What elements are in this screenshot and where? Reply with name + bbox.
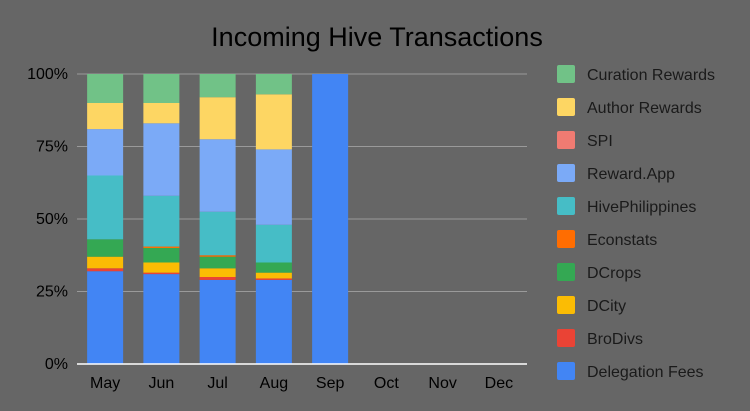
bar-segment [143, 274, 180, 364]
legend-swatch [557, 230, 575, 248]
legend-swatch [557, 329, 575, 347]
legend-swatch [557, 131, 575, 149]
bar-segment [255, 94, 292, 150]
x-tick-label: Jun [148, 375, 174, 392]
x-tick-label: Nov [428, 375, 456, 392]
bar-segment [199, 279, 236, 364]
legend-swatch [557, 164, 575, 182]
axes: 0% 25% 50% 75% 100% May Jun Jul Aug Sep Oct Nov Dec [27, 66, 527, 392]
legend-label: BroDivs [587, 331, 643, 348]
bar-segment [255, 279, 292, 364]
bar-segment [255, 278, 292, 280]
bar-segment [87, 239, 124, 257]
bar-segment [87, 256, 124, 269]
legend-label: DCrops [587, 265, 641, 282]
bar-segment [199, 97, 236, 140]
legend-swatch [557, 197, 575, 215]
x-tick-label: Sep [316, 375, 345, 392]
bar-segment [199, 139, 236, 212]
bar-segment [255, 149, 292, 225]
bar-segment [143, 262, 180, 273]
x-tick-label: Jul [207, 375, 227, 392]
legend-swatch [557, 263, 575, 281]
bar-segment [255, 74, 292, 95]
bar-segment [199, 255, 236, 257]
y-tick-label: 100% [27, 66, 68, 83]
bar-segment [87, 175, 124, 240]
x-tick-label: Aug [260, 375, 288, 392]
x-tick-label: May [90, 375, 120, 392]
bar-segment [255, 272, 292, 279]
y-tick-label: 75% [36, 139, 68, 156]
legend-label: Curation Rewards [587, 67, 715, 84]
bar-segment [312, 74, 349, 364]
bar-segment [199, 256, 236, 269]
bar-segment [87, 271, 124, 364]
legend: Curation Rewards Author Rewards SPI Reward.… [557, 65, 715, 381]
bar-segment [199, 277, 236, 280]
legend-swatch [557, 65, 575, 83]
bar-segment [143, 103, 180, 124]
x-tick-label: Dec [485, 375, 513, 392]
bar-segment [143, 246, 180, 248]
legend-swatch [557, 362, 575, 380]
legend-swatch [557, 98, 575, 116]
bar-segment [143, 248, 180, 263]
bar-segment [87, 129, 124, 176]
chart-title: Incoming Hive Transactions [211, 22, 543, 52]
bar-segment [255, 224, 292, 263]
legend-swatch [557, 296, 575, 314]
legend-label: SPI [587, 133, 613, 150]
bars [87, 74, 349, 364]
bar-segment [87, 74, 124, 103]
legend-label: Reward.App [587, 166, 675, 183]
y-tick-label: 25% [36, 284, 68, 301]
bar-segment [143, 195, 180, 247]
bar-segment [143, 74, 180, 103]
legend-label: Delegation Fees [587, 364, 704, 381]
x-tick-label: Oct [374, 375, 399, 392]
y-tick-label: 50% [36, 211, 68, 228]
legend-label: HivePhilippines [587, 199, 696, 216]
bar-segment [87, 268, 124, 272]
bar-segment [143, 123, 180, 196]
bar-segment [143, 272, 180, 275]
bar-segment [199, 211, 236, 256]
bar-segment [199, 74, 236, 98]
legend-label: Author Rewards [587, 100, 702, 117]
legend-label: Econstats [587, 232, 657, 249]
legend-label: DCity [587, 298, 626, 315]
bar-segment [255, 262, 292, 273]
bar-segment [87, 103, 124, 130]
bar-segment [199, 268, 236, 277]
y-tick-label: 0% [45, 356, 68, 373]
